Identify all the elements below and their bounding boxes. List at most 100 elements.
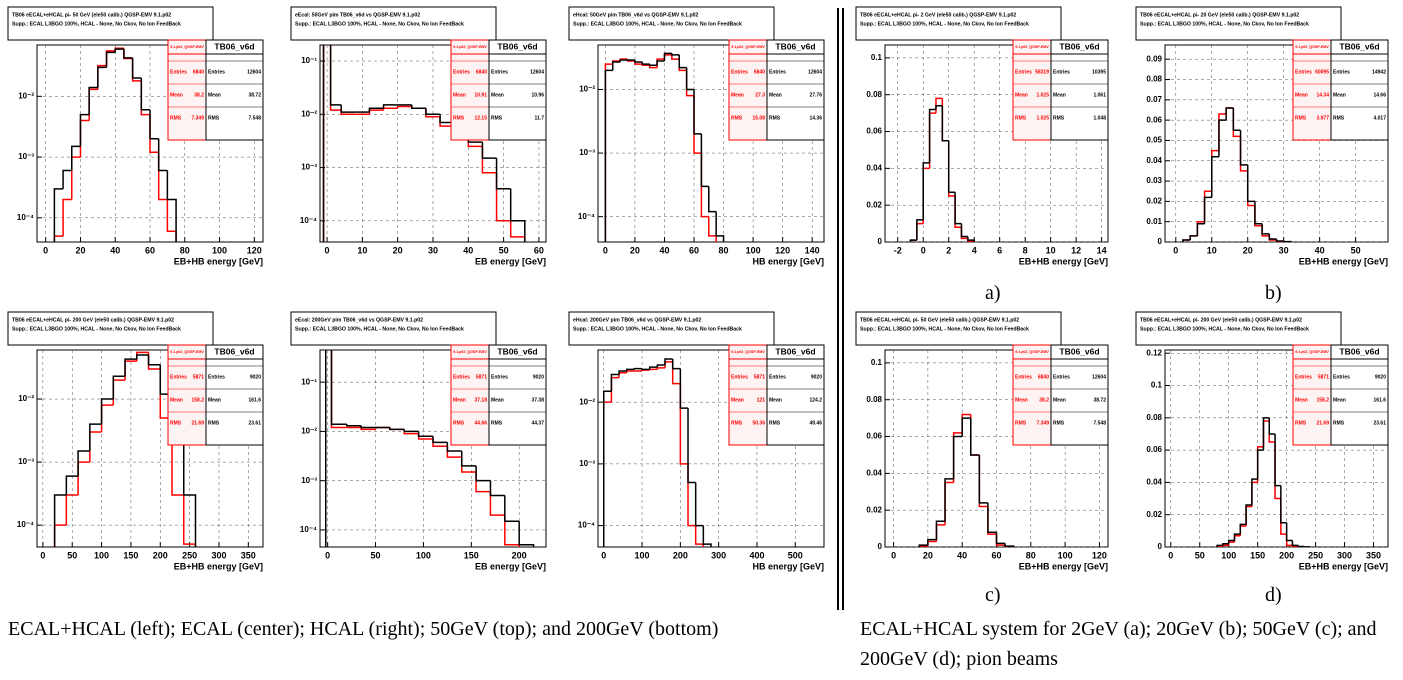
histogram-bin	[671, 53, 680, 56]
stats-box	[766, 344, 825, 446]
x-tick-label: 12	[1071, 245, 1081, 255]
x-tick-label: 100	[212, 245, 227, 255]
stats-box	[205, 39, 264, 141]
histogram-bin	[140, 78, 150, 111]
y-tick-label: 10⁻⁴	[17, 213, 34, 222]
stats-value: 49.46	[809, 420, 822, 426]
header-text: Supp.: ECAL L3BGO 100%, HCAL - None, No …	[573, 21, 742, 27]
histogram-bin	[633, 367, 643, 370]
legend-entry: TB06_v6d	[497, 346, 537, 356]
y-tick-label: 0.1	[1151, 381, 1163, 390]
stats-label: Mean	[731, 92, 744, 98]
histogram-bin	[183, 443, 197, 547]
histogram-bin	[927, 538, 937, 546]
histogram-bin	[403, 429, 419, 433]
stats-value: 23.61	[248, 420, 261, 426]
header-box	[7, 311, 214, 346]
y-tick-label: 0.08	[1146, 75, 1162, 84]
stats-value: 1.061	[1093, 92, 1106, 98]
stats-box	[1292, 39, 1332, 141]
y-tick-label: 10⁻²	[301, 427, 317, 436]
stats-value: 21.69	[191, 420, 204, 426]
legend-entry: TB06_v6d	[1339, 41, 1379, 51]
x-tick-label: 150	[123, 550, 138, 560]
histogram-bin	[1203, 196, 1212, 224]
y-tick-label: 0.06	[1146, 445, 1162, 454]
x-tick-label: 0	[601, 550, 606, 560]
histogram-bin	[961, 417, 971, 437]
legend-entry: 9.1.p02_QGSP-EMV	[453, 350, 487, 354]
legend-entry: 9.1.p02_QGSP-EMV	[731, 350, 765, 354]
stats-label: RMS	[731, 115, 743, 121]
x-tick-label: 0	[1173, 245, 1178, 255]
histogram-bin	[360, 425, 376, 429]
histogram-bin	[656, 60, 665, 66]
stats-label: Mean	[1015, 92, 1028, 98]
histogram-bin	[1261, 223, 1270, 235]
histogram-bin	[641, 368, 650, 371]
histogram-bin	[625, 368, 635, 371]
stats-box	[1292, 344, 1332, 446]
histogram-bin	[389, 427, 405, 431]
stats-value: 6840	[754, 69, 765, 75]
x-tick-label: 100	[1221, 550, 1236, 560]
stats-label: Entries	[1333, 374, 1350, 380]
y-tick-label: 0	[1158, 237, 1163, 246]
stats-label: Mean	[453, 92, 466, 98]
histogram-bin	[947, 140, 956, 194]
stats-value: 15.08	[752, 115, 765, 121]
histogram-bin	[131, 57, 142, 79]
stats-box	[488, 344, 547, 446]
stats-label: RMS	[491, 420, 503, 426]
histogram-bin	[322, 45, 325, 242]
header-text: Supp.: ECAL L3BGO 100%, HCAL - None, No …	[295, 21, 464, 27]
histogram-bin	[1285, 522, 1293, 542]
histogram-bin	[909, 239, 917, 242]
header-box	[1135, 6, 1342, 41]
stats-label: Mean	[491, 397, 504, 403]
histogram-bin	[65, 475, 79, 496]
legend-entry: 9.1.p02_QGSP-EMV	[1295, 45, 1329, 49]
histogram-bin	[922, 162, 930, 220]
stats-label: RMS	[208, 420, 220, 426]
y-tick-label: 0.1	[871, 53, 883, 62]
x-tick-label: 0	[921, 245, 926, 255]
x-tick-label: 40	[1315, 245, 1325, 255]
stats-label: RMS	[453, 420, 465, 426]
histogram-bin	[446, 442, 462, 452]
histogram-bin	[1251, 478, 1258, 506]
histogram-bin	[671, 359, 681, 370]
legend-entry: TB06_v6d	[497, 41, 537, 51]
histogram-bin	[634, 60, 643, 63]
panel-label: c)	[985, 584, 1001, 606]
histogram-bin	[935, 105, 943, 110]
histogram-bin	[1222, 544, 1229, 547]
histogram-bin	[53, 494, 67, 547]
histogram-bin	[495, 158, 511, 190]
histogram-bin	[489, 480, 505, 497]
y-tick-label: 0.06	[1146, 115, 1162, 124]
x-tick-label: 100	[1058, 550, 1073, 560]
histograms	[322, 45, 526, 242]
y-tick-label: 10⁻²	[579, 85, 595, 94]
caption: ECAL+HCAL system for 2GeV (a); 20GeV (b)…	[860, 618, 1377, 670]
legend-entry: TB06_v6d	[214, 41, 254, 51]
y-tick-label: 0.08	[866, 90, 882, 99]
panel: -2 0 2 4 6 8 10 12 14 0 0.02 0.04 0.06 0.08 0.1 TB06 eE…	[855, 6, 1109, 266]
histogram-bin	[1239, 523, 1247, 535]
histogram-bin	[612, 61, 621, 71]
stats-value: 37.38	[531, 397, 544, 403]
stats-value: 60095	[1315, 69, 1329, 75]
x-tick-label: 100	[94, 550, 109, 560]
x-tick-label: 20	[630, 245, 640, 255]
x-tick-label: 40	[110, 245, 120, 255]
histogram-bin	[504, 495, 520, 522]
y-tick-label: 10⁻⁴	[300, 525, 317, 534]
histogram-bin	[954, 192, 962, 225]
stats-value: 12604	[247, 69, 261, 75]
histogram-bin	[1297, 545, 1305, 547]
y-tick-label: 0.06	[866, 127, 882, 136]
histogram-bin	[1256, 449, 1264, 480]
stats-box	[1330, 39, 1389, 141]
stats-box	[766, 39, 825, 141]
